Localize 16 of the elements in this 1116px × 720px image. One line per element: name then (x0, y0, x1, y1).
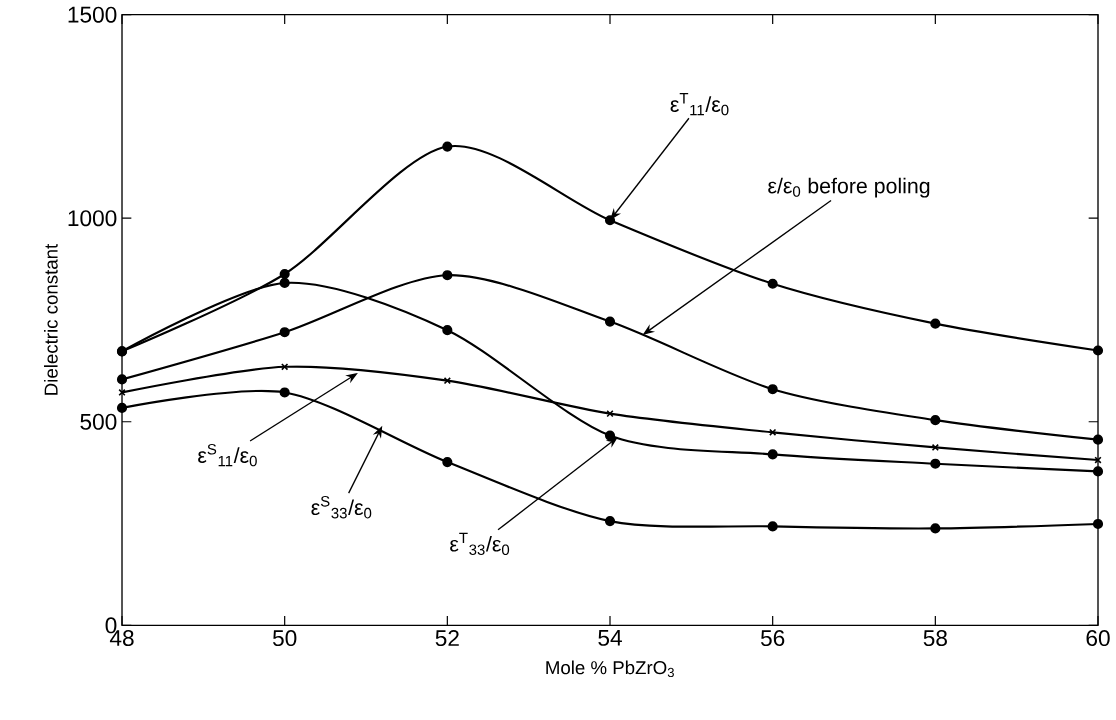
x-axis-title: Mole % PbZrO$_{3}$ (546, 660, 674, 678)
annotation: ε$^{T}$$_{33}$/ε$_{0}$ (450, 532, 510, 556)
x-tick-label: 54 (598, 630, 622, 646)
x-tick-label: 52 (435, 630, 459, 647)
x-tick-label: 58 (923, 630, 947, 647)
annotation: ε/ε$_{0}$ before poling (768, 177, 930, 198)
x-tick-label: 56 (760, 630, 785, 647)
x-tick-label: 60 (1086, 630, 1110, 647)
y-tick-label: 500 (80, 413, 117, 430)
annotation: ε$^{S}$$_{33}$/ε$_{0}$ (311, 496, 372, 519)
y-tick-label: 1500 (68, 6, 117, 23)
y-tick-label: 1000 (68, 210, 117, 227)
x-tick-label: 50 (272, 630, 297, 647)
annotation: ε$^{T}$$_{11}$/ε$_{0}$ (670, 93, 729, 116)
annotation: ε$^{S}$$_{11}$/ε$_{0}$ (198, 443, 257, 467)
y-axis-title: Dielectric constant (44, 243, 58, 395)
